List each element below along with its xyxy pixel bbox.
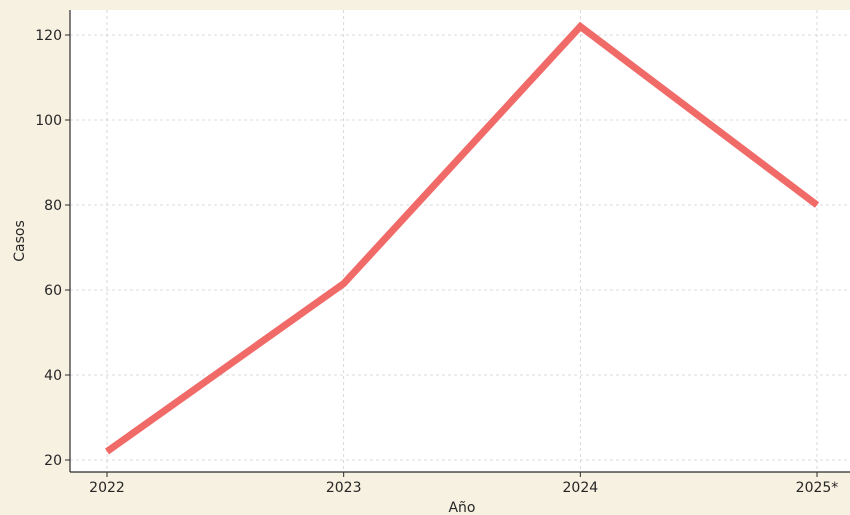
grid xyxy=(70,10,850,472)
ticks: 2022 2023 2024 2025* 20 40 60 80 100 120 xyxy=(35,28,838,496)
x-tick-label: 2024 xyxy=(563,480,599,496)
y-tick-label: 60 xyxy=(44,283,62,299)
data-point xyxy=(579,26,581,27)
y-tick-label: 100 xyxy=(35,113,62,129)
series-line xyxy=(104,21,820,455)
y-axis-title: Casos xyxy=(12,220,28,262)
data-point xyxy=(106,451,108,452)
data-point xyxy=(343,283,345,285)
data-point xyxy=(816,204,818,206)
x-axis-title: Año xyxy=(448,500,475,515)
series xyxy=(104,21,820,455)
x-tick-label: 2022 xyxy=(89,480,125,496)
x-tick-label: 2025* xyxy=(796,480,839,496)
y-tick-label: 80 xyxy=(44,198,62,214)
axes xyxy=(69,10,850,473)
y-tick-label: 120 xyxy=(35,28,62,44)
plot-area xyxy=(70,10,850,472)
y-tick-label: 40 xyxy=(44,368,62,384)
x-tick-label: 2023 xyxy=(326,480,362,496)
y-tick-label: 20 xyxy=(44,453,62,469)
